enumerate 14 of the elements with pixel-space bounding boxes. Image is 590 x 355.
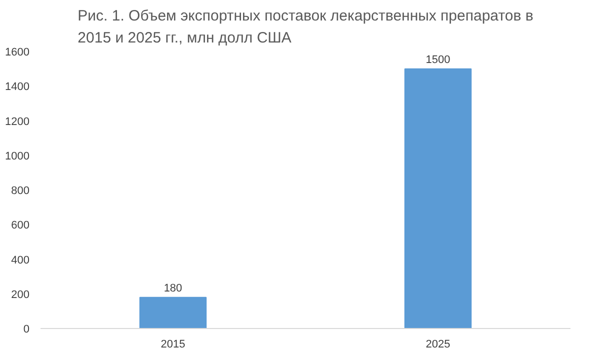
y-tick-label: 600 bbox=[11, 220, 30, 232]
y-tick-label: 1200 bbox=[5, 116, 30, 128]
y-tick-label: 1400 bbox=[5, 81, 30, 94]
y-tick-label: 400 bbox=[11, 254, 30, 266]
data-label: 180 bbox=[164, 282, 182, 294]
x-tick-label: 2025 bbox=[426, 338, 450, 350]
data-label: 1500 bbox=[426, 54, 450, 66]
chart-title: Рис. 1. Объем экспортных поставок лекарственных препаратов в 2015 и 2025 гг., млн долл США bbox=[78, 7, 534, 46]
y-tick-label: 800 bbox=[11, 185, 30, 197]
y-tick-label: 200 bbox=[11, 288, 30, 301]
y-tick-label: 0 bbox=[23, 324, 30, 336]
y-tick-label: 1000 bbox=[5, 150, 30, 162]
x-tick-label: 2015 bbox=[160, 338, 186, 350]
y-tick-label: 1600 bbox=[5, 46, 30, 58]
